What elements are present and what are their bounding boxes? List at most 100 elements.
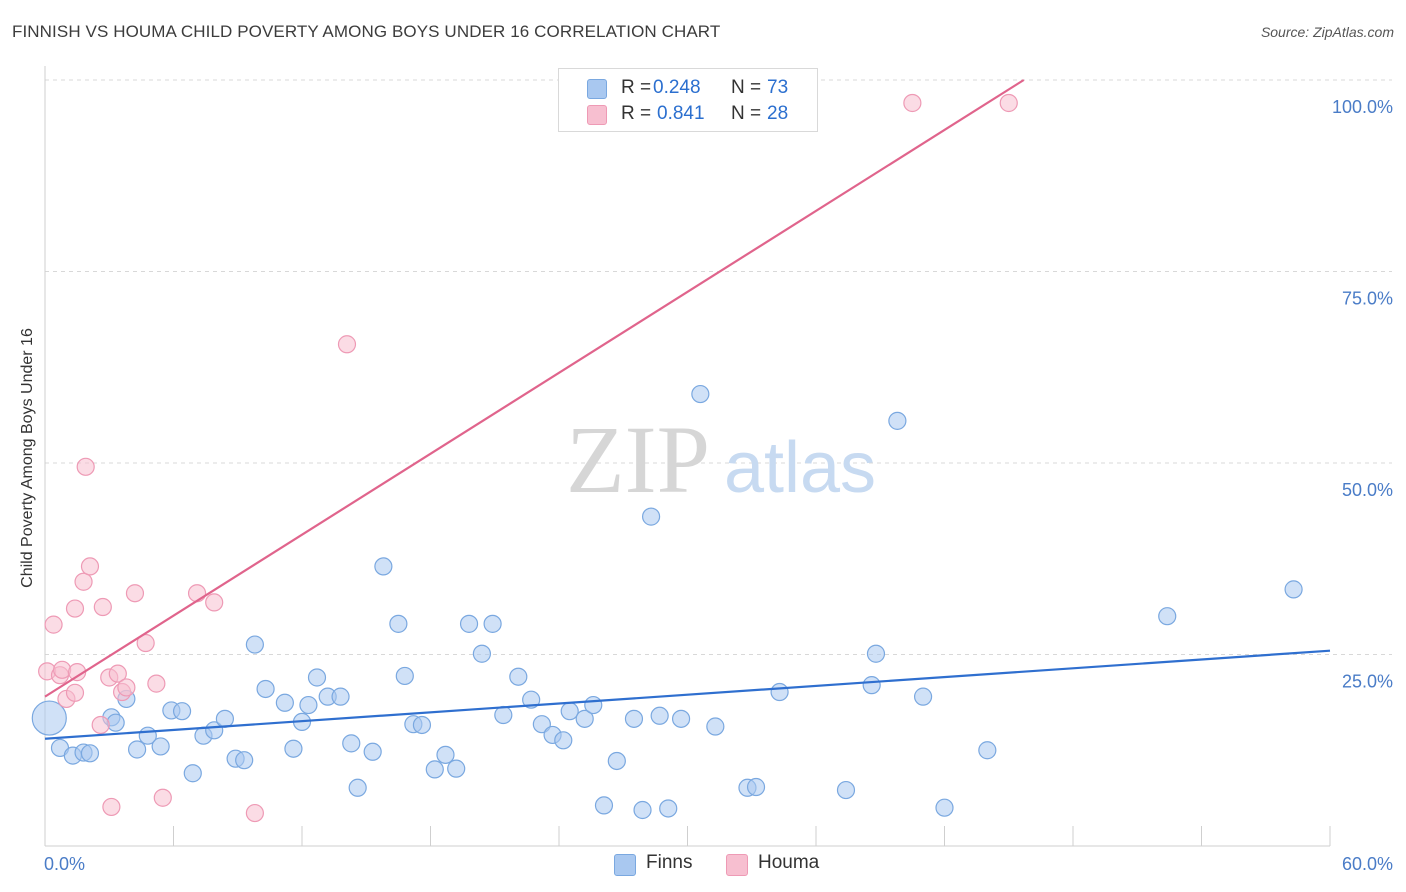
- source-label: Source: ZipAtlas.com: [1260, 24, 1394, 40]
- finns-points: [31, 384, 1303, 820]
- finns-r-label: R =: [621, 77, 652, 98]
- watermark-zip: ZIP: [566, 406, 710, 513]
- finns-point: [412, 715, 432, 735]
- houma-point: [153, 788, 172, 807]
- y-tick-label: 100.0%: [1332, 97, 1393, 117]
- y-tick-label: 75.0%: [1342, 289, 1393, 309]
- finns-point: [633, 800, 652, 820]
- finns-point: [522, 690, 541, 709]
- finns-point: [1158, 607, 1177, 626]
- correlation-legend: R = 0.248 N = 73 R = 0.841 N = 28: [558, 68, 818, 132]
- finns-point: [978, 741, 997, 760]
- trend-lines: [44, 79, 1331, 740]
- finns-point: [836, 780, 856, 800]
- tick-labels: 25.0% 50.0% 75.0% 100.0% 0.0% 60.0%: [44, 97, 1393, 874]
- finns-point: [483, 614, 502, 633]
- finns-point: [607, 751, 626, 771]
- finns-point: [866, 644, 886, 663]
- houma-point: [91, 715, 110, 735]
- finns-point: [459, 614, 479, 633]
- finns-point: [584, 695, 603, 715]
- houma-point: [53, 660, 72, 679]
- houma-point: [903, 93, 922, 113]
- finns-point: [862, 676, 881, 695]
- finns-point: [554, 731, 573, 750]
- finns-point: [106, 713, 125, 732]
- houma-point: [125, 584, 145, 603]
- houma-point: [187, 584, 207, 603]
- finns-point: [436, 745, 455, 764]
- finns-point: [770, 682, 789, 702]
- finns-n-label: N =: [731, 77, 762, 98]
- finns-point: [235, 751, 254, 770]
- finns-point: [935, 798, 954, 817]
- chart-title: FINNISH VS HOUMA CHILD POVERTY AMONG BOY…: [12, 22, 721, 41]
- x-tick-label: 60.0%: [1342, 854, 1393, 874]
- houma-point: [65, 683, 85, 702]
- x-tick-label: 0.0%: [44, 854, 85, 874]
- houma-legend-swatch: [726, 854, 748, 876]
- finns-point: [532, 715, 551, 734]
- houma-point: [80, 557, 100, 576]
- houma-point: [74, 572, 93, 591]
- finns-trend-line: [44, 649, 1331, 740]
- finns-point: [472, 644, 491, 663]
- finns-point: [245, 635, 264, 654]
- houma-point: [102, 797, 121, 817]
- houma-point: [337, 335, 357, 354]
- finns-point: [594, 796, 614, 815]
- finns-point: [659, 799, 678, 818]
- finns-point: [888, 411, 907, 430]
- houma-point: [205, 593, 224, 612]
- houma-point: [76, 457, 95, 476]
- finns-point: [151, 737, 170, 756]
- finns-point: [275, 693, 294, 712]
- houma-point: [999, 93, 1018, 113]
- finns-point: [215, 709, 234, 728]
- houma-point: [108, 664, 127, 683]
- finns-point: [447, 759, 466, 778]
- houma-point: [44, 615, 63, 634]
- finns-point: [509, 667, 528, 686]
- finns-point: [425, 760, 444, 779]
- finns-point: [560, 702, 579, 721]
- finns-point: [256, 679, 275, 699]
- finns-point: [575, 709, 594, 728]
- houma-trend-line: [44, 79, 1025, 698]
- finns-point: [1284, 580, 1303, 599]
- finns-n-value: 73: [767, 77, 789, 98]
- finns-point: [299, 695, 318, 715]
- y-tick-label: 25.0%: [1342, 672, 1393, 692]
- houma-point: [93, 597, 112, 617]
- finns-point: [342, 734, 361, 753]
- finns-point: [671, 709, 691, 728]
- finns-point: [80, 744, 100, 763]
- houma-point: [117, 678, 136, 697]
- watermark: ZIP atlas: [566, 406, 876, 513]
- finns-point: [691, 384, 710, 404]
- finns-point: [706, 717, 725, 736]
- finns-point: [641, 507, 661, 526]
- houma-swatch: [587, 105, 607, 125]
- finns-point: [284, 739, 303, 758]
- houma-n-label: N =: [731, 103, 762, 124]
- finns-point: [494, 705, 513, 725]
- finns-point: [31, 700, 67, 736]
- finns-point: [348, 778, 367, 797]
- finns-point: [746, 777, 766, 797]
- finns-swatch: [587, 79, 607, 99]
- houma-point: [65, 599, 85, 618]
- finns-point: [395, 666, 414, 686]
- finns-legend-swatch: [614, 854, 636, 876]
- finns-point: [374, 557, 393, 576]
- finns-legend-label: Finns: [646, 852, 693, 873]
- axes: [44, 66, 1331, 847]
- finns-point: [307, 668, 327, 687]
- finns-point: [127, 740, 147, 759]
- finns-point: [624, 709, 644, 728]
- finns-point: [172, 702, 192, 721]
- finns-point: [363, 742, 382, 761]
- finns-point: [389, 614, 408, 633]
- houma-legend-label: Houma: [758, 852, 820, 873]
